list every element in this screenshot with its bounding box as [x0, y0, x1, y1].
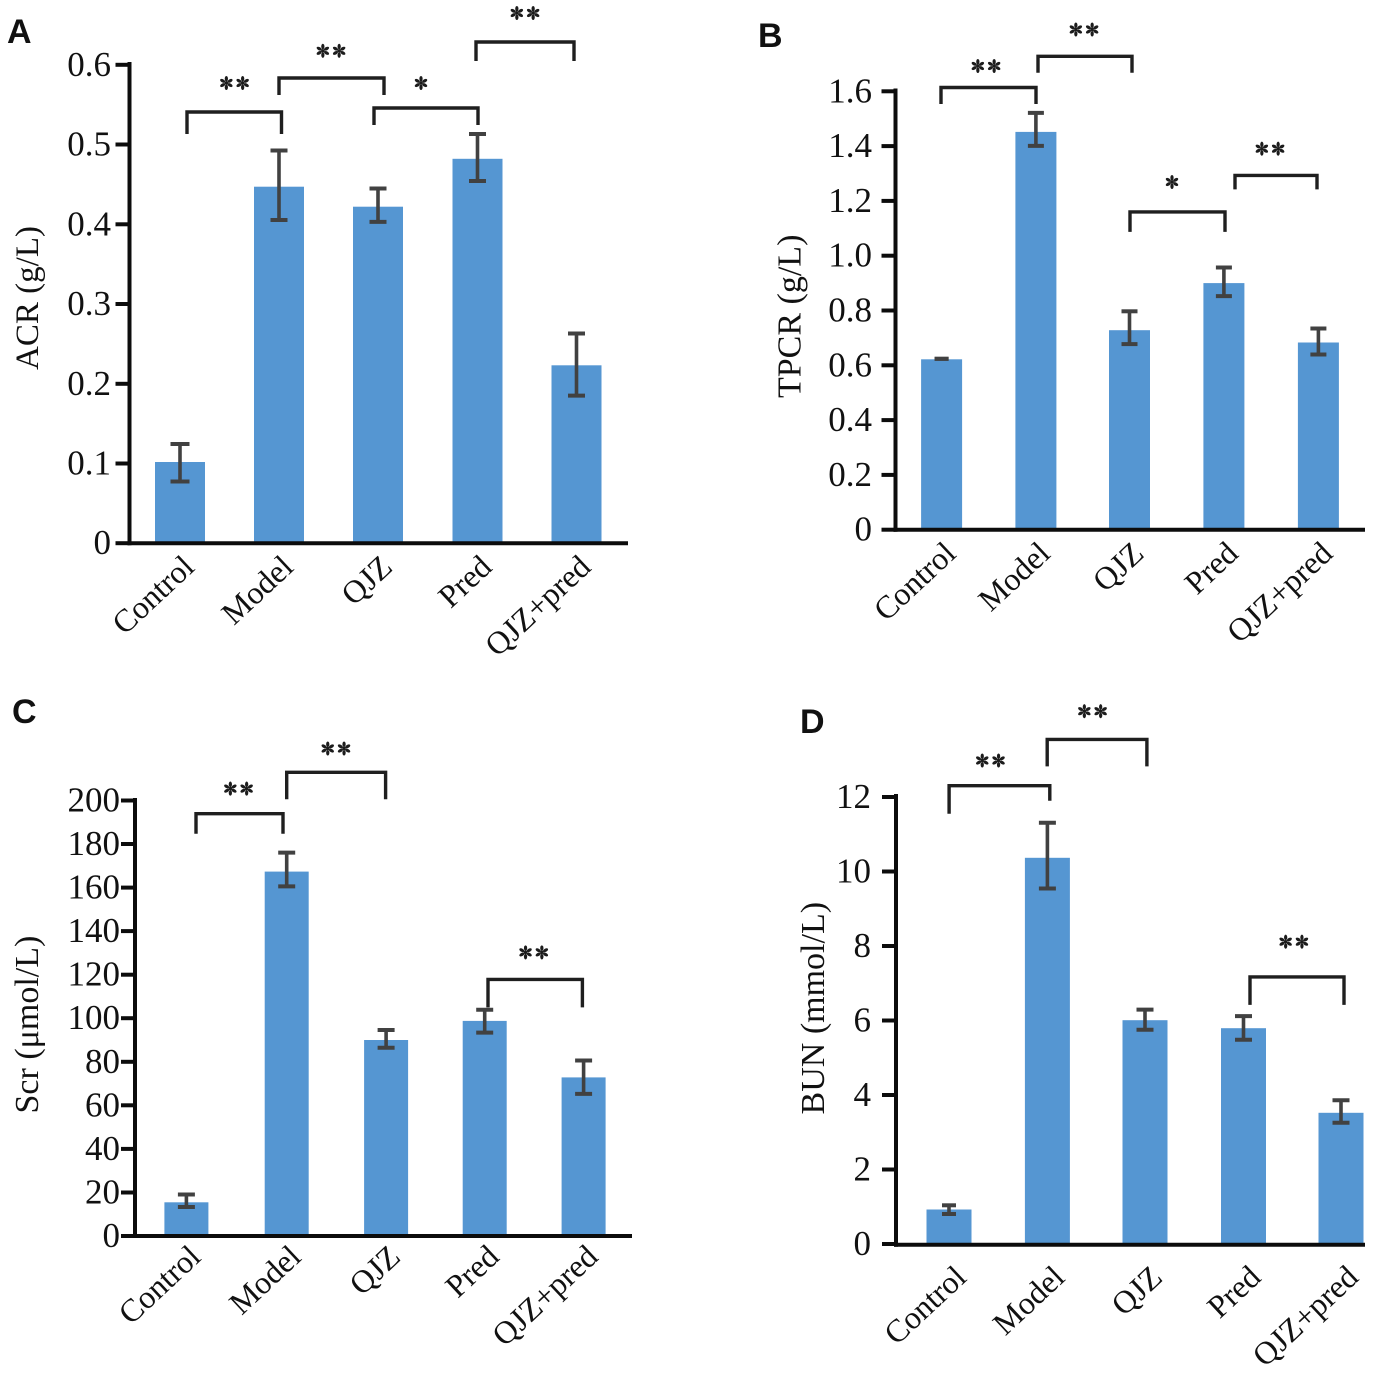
- svg-text:1.4: 1.4: [828, 126, 872, 165]
- svg-text:BUN (mmol/L): BUN (mmol/L): [795, 902, 832, 1114]
- svg-text:0.6: 0.6: [67, 45, 111, 84]
- svg-text:0: 0: [94, 523, 112, 562]
- svg-text:40: 40: [85, 1129, 120, 1168]
- svg-text:TPCR (g/L): TPCR (g/L): [771, 235, 808, 398]
- svg-text:100: 100: [68, 998, 121, 1037]
- svg-text:D: D: [800, 703, 825, 741]
- svg-text:120: 120: [68, 955, 121, 994]
- svg-text:1.0: 1.0: [828, 236, 872, 275]
- svg-text:A: A: [7, 13, 32, 51]
- svg-text:0.8: 0.8: [828, 291, 872, 330]
- svg-text:0.2: 0.2: [67, 364, 111, 403]
- svg-text:160: 160: [68, 868, 121, 907]
- svg-text:0.1: 0.1: [67, 444, 111, 483]
- svg-text:0.5: 0.5: [67, 125, 111, 164]
- svg-text:200: 200: [68, 781, 121, 820]
- svg-text:8: 8: [854, 926, 872, 965]
- svg-text:140: 140: [68, 911, 121, 950]
- svg-text:0.2: 0.2: [828, 455, 872, 494]
- svg-text:ACR (g/L): ACR (g/L): [10, 226, 46, 370]
- svg-text:1.6: 1.6: [828, 71, 872, 110]
- svg-text:Scr (μmol/L): Scr (μmol/L): [9, 936, 46, 1114]
- svg-text:12: 12: [836, 777, 871, 816]
- svg-text:0.4: 0.4: [67, 204, 111, 243]
- svg-text:10: 10: [836, 852, 871, 891]
- svg-text:6: 6: [854, 1001, 872, 1040]
- svg-text:0: 0: [103, 1216, 121, 1255]
- svg-text:0: 0: [854, 1224, 872, 1263]
- svg-text:C: C: [12, 693, 37, 731]
- svg-text:80: 80: [85, 1042, 120, 1081]
- svg-text:B: B: [758, 17, 783, 55]
- svg-text:180: 180: [68, 824, 121, 863]
- svg-text:0.3: 0.3: [67, 284, 111, 323]
- svg-text:60: 60: [85, 1085, 120, 1124]
- svg-text:1.2: 1.2: [828, 181, 872, 220]
- svg-text:4: 4: [854, 1075, 872, 1114]
- svg-text:2: 2: [854, 1150, 872, 1189]
- svg-text:20: 20: [85, 1173, 120, 1212]
- svg-text:0.4: 0.4: [828, 400, 872, 439]
- svg-text:0.6: 0.6: [828, 345, 872, 384]
- svg-text:0: 0: [855, 510, 873, 549]
